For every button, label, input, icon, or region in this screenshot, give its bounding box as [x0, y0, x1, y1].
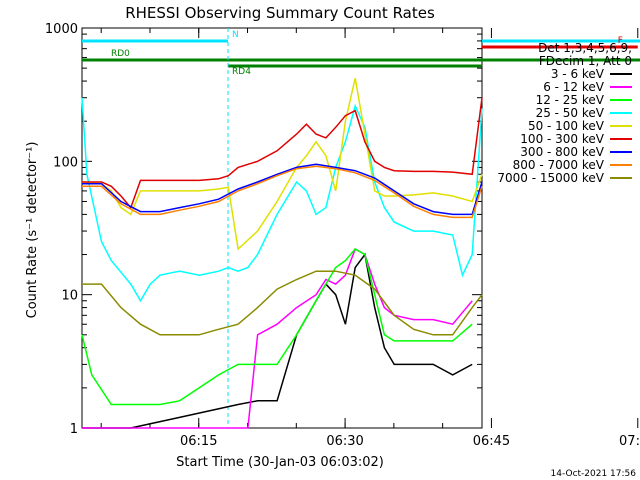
flag-label-rd4: RD4 — [232, 67, 251, 77]
legend-entry-label: 3 - 6 keV — [551, 67, 605, 81]
legend-entry-label: 50 - 100 keV — [528, 119, 605, 133]
series-line-8 — [82, 165, 483, 219]
y-tick-label: 1000 — [45, 22, 78, 37]
series-line-9 — [82, 270, 483, 336]
plot-frame — [81, 27, 483, 429]
series-line-2 — [82, 247, 473, 429]
legend-header-line: Det 1,3,4,5,6,9, — [538, 41, 632, 55]
y-tick-label: 10 — [61, 289, 78, 304]
flag-label-f: F — [618, 36, 623, 46]
legend-entry-label: 6 - 12 keV — [543, 80, 605, 94]
legend-header-line: FDecim 1, Att 0 — [539, 54, 632, 68]
series-line-1 — [82, 252, 473, 429]
x-tick-label: 06:30 — [326, 434, 363, 449]
legend-entry-label: 300 - 800 keV — [520, 145, 604, 159]
x-axis-label: Start Time (30-Jan-03 06:03:02) — [176, 455, 384, 470]
series-line-5 — [81, 78, 483, 251]
y-axis-label: Count Rate (s⁻¹ detector⁻¹) — [25, 142, 40, 319]
legend-entry-label: 800 - 7000 keV — [513, 158, 605, 172]
x-tick-label: 06:15 — [180, 434, 217, 449]
plot-area: 110100100006:1506:3006:4507:0007:1507:30… — [45, 22, 640, 449]
y-tick-label: 100 — [53, 155, 78, 170]
x-tick-label: 06:45 — [473, 434, 510, 449]
y-tick-label: 1 — [70, 422, 78, 437]
legend-entry-label: 100 - 300 keV — [520, 132, 604, 146]
series-line-3 — [81, 248, 473, 406]
series-line-6 — [82, 97, 483, 210]
legend-entry-label: 25 - 50 keV — [536, 106, 605, 120]
x-tick-label: 07:00 — [619, 434, 640, 449]
legend: Det 1,3,4,5,6,9,FDecim 1, Att 03 - 6 keV… — [497, 41, 632, 185]
legend-entry-label: 12 - 25 keV — [536, 93, 605, 107]
series-line-7 — [82, 163, 483, 216]
chart-title: RHESSI Observing Summary Count Rates — [125, 4, 435, 22]
timestamp: 14-Oct-2021 17:56 — [551, 469, 637, 479]
series-line-4 — [81, 97, 483, 303]
flag-label-n: N — [232, 30, 239, 40]
flag-label-rd0: RD0 — [111, 49, 130, 59]
legend-entry-label: 7000 - 15000 keV — [497, 171, 604, 185]
